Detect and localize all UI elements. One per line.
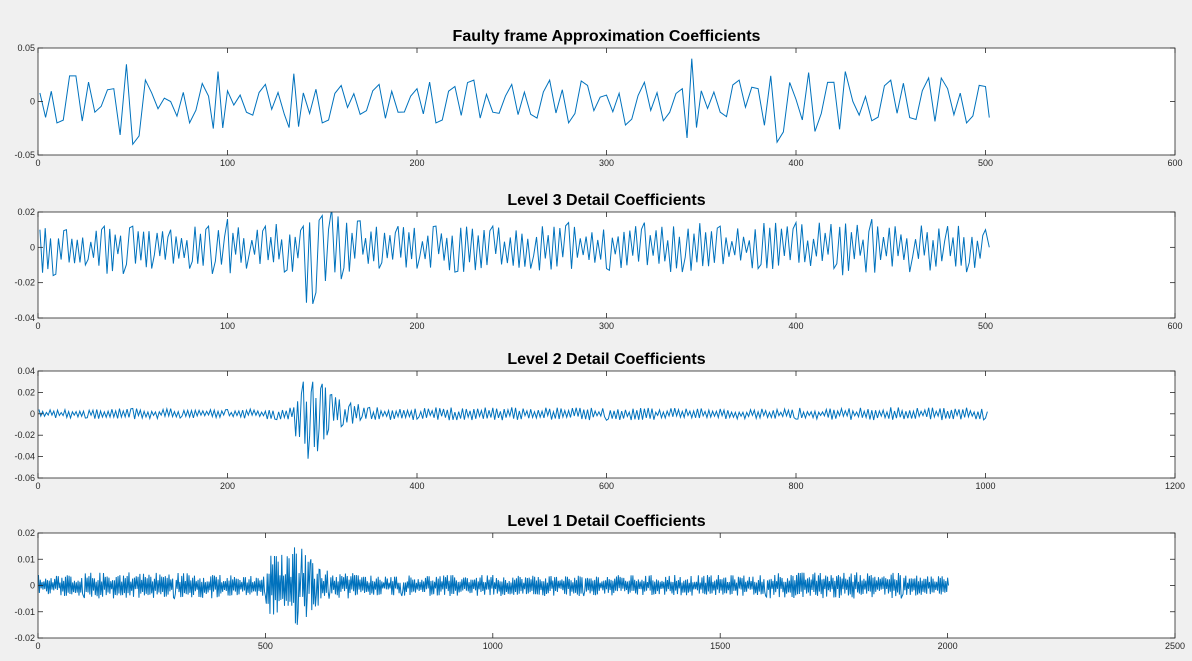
x-tick-label: 600 <box>1167 321 1182 331</box>
x-tick-label: 400 <box>788 158 803 168</box>
x-tick-label: 400 <box>409 481 424 491</box>
y-tick-label: 0 <box>30 409 35 419</box>
x-tick-label: 100 <box>220 321 235 331</box>
y-tick-label: -0.02 <box>14 278 35 288</box>
x-tick-label: 200 <box>409 321 424 331</box>
subplot-2: 0 100 200 300 400 500 600 -0.04 -0.02 0 0.02 Level … <box>14 192 1182 331</box>
x-tick-label: 500 <box>258 641 273 651</box>
series-line <box>38 547 950 625</box>
y-tick-label: 0.05 <box>17 43 35 53</box>
y-tick-label: 0 <box>30 97 35 107</box>
chart-title: Level 1 Detail Coefficients <box>507 513 705 530</box>
x-tick-label: 200 <box>220 481 235 491</box>
x-tick-label: 800 <box>788 481 803 491</box>
x-tick-label: 1500 <box>710 641 730 651</box>
y-tick-label: -0.05 <box>14 150 35 160</box>
x-tick-label: 0 <box>35 481 40 491</box>
y-tick-label: 0.02 <box>17 528 35 538</box>
chart-title: Level 3 Detail Coefficients <box>507 192 705 209</box>
subplot-4: 0 500 1000 1500 2000 2500 -0.02 -0.01 0 0.01 0.02 L… <box>14 513 1185 651</box>
y-tick-label: -0.02 <box>14 430 35 440</box>
y-tick-label: -0.04 <box>14 452 35 462</box>
y-tick-label: 0.02 <box>17 207 35 217</box>
y-tick-label: -0.04 <box>14 313 35 323</box>
x-tick-label: 0 <box>35 641 40 651</box>
y-tick-label: 0.04 <box>17 366 35 376</box>
x-tick-label: 200 <box>409 158 424 168</box>
chart-title: Level 2 Detail Coefficients <box>507 351 705 368</box>
x-tick-label: 2500 <box>1165 641 1185 651</box>
x-tick-label: 400 <box>788 321 803 331</box>
axes-background <box>38 48 1175 155</box>
y-tick-label: -0.01 <box>14 607 35 617</box>
x-tick-label: 0 <box>35 158 40 168</box>
x-tick-label: 600 <box>1167 158 1182 168</box>
series-line <box>39 212 990 305</box>
x-tick-label: 2000 <box>938 641 958 651</box>
x-tick-label: 600 <box>599 481 614 491</box>
y-tick-label: 0 <box>30 242 35 252</box>
y-tick-label: -0.06 <box>14 473 35 483</box>
x-tick-label: 1000 <box>483 641 503 651</box>
y-tick-label: 0.01 <box>17 554 35 564</box>
axes-background <box>38 371 1175 478</box>
y-tick-label: -0.02 <box>14 633 35 643</box>
x-tick-label: 300 <box>599 321 614 331</box>
subplot-3: 0 200 400 600 800 1000 1200 -0.06 -0.04 -0.02 0 0.0… <box>14 351 1185 491</box>
series-line <box>39 58 990 146</box>
y-tick-label: 0.02 <box>17 387 35 397</box>
x-tick-label: 0 <box>35 321 40 331</box>
x-tick-label: 500 <box>978 321 993 331</box>
x-tick-label: 1000 <box>975 481 995 491</box>
x-tick-label: 1200 <box>1165 481 1185 491</box>
x-tick-label: 300 <box>599 158 614 168</box>
y-tick-label: 0 <box>30 581 35 591</box>
series-line <box>38 381 988 459</box>
x-tick-label: 100 <box>220 158 235 168</box>
chart-title: Faulty frame Approximation Coefficients <box>453 28 761 45</box>
x-tick-label: 500 <box>978 158 993 168</box>
